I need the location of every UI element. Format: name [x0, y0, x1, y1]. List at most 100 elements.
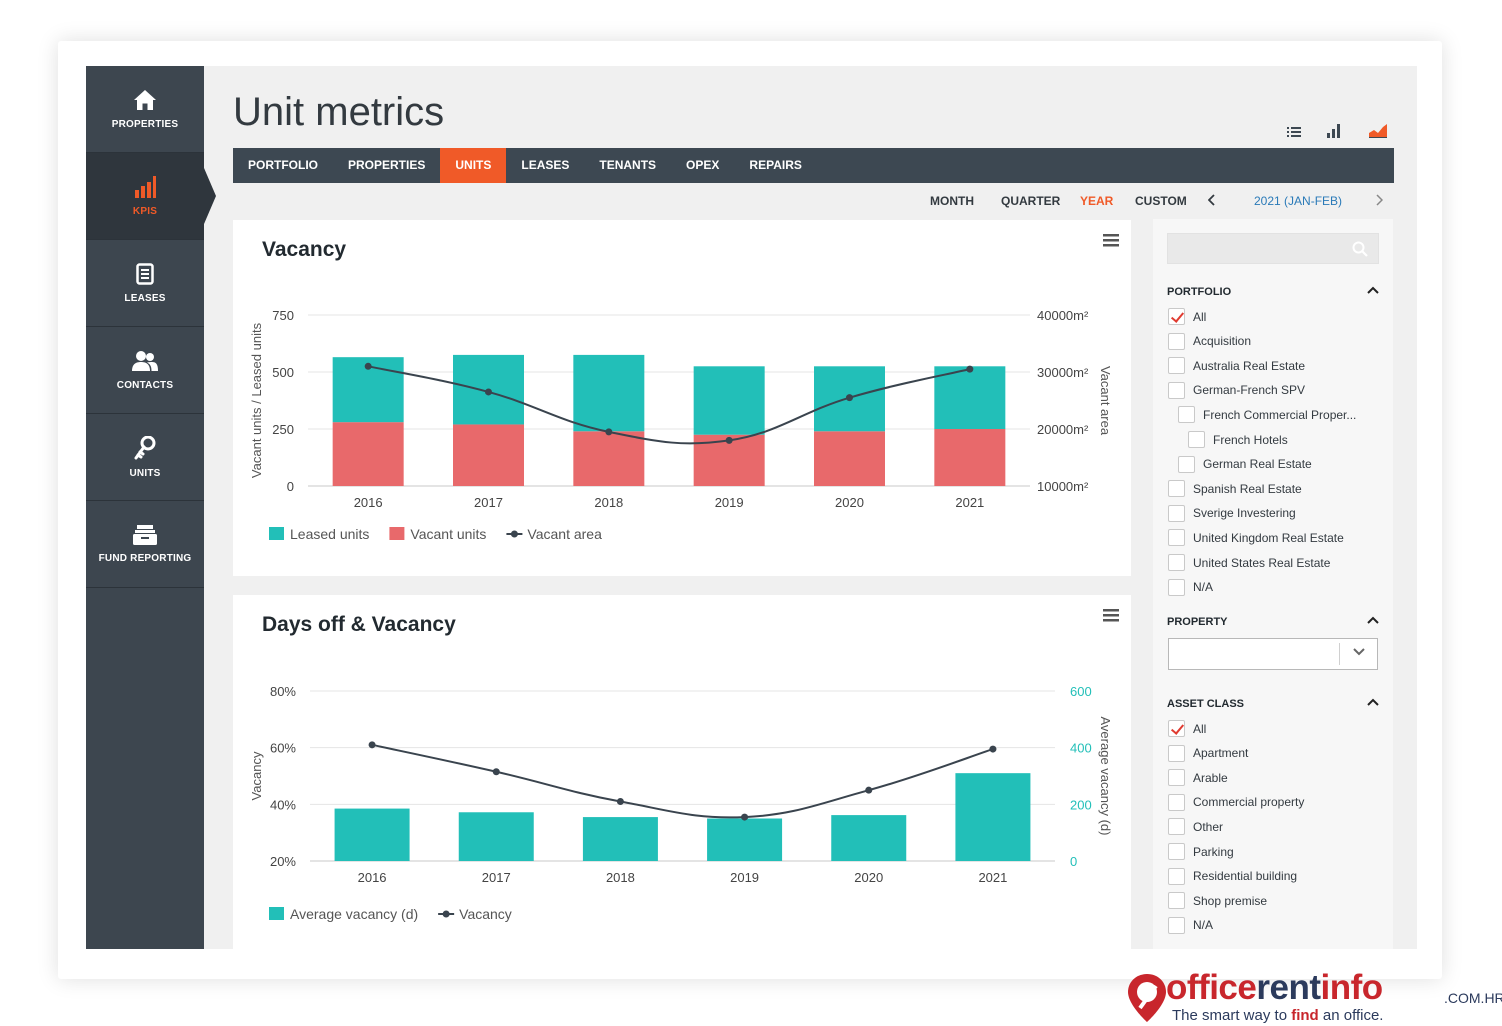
chevron-up-icon[interactable] — [1367, 286, 1379, 294]
property-select[interactable] — [1168, 638, 1378, 670]
portfolio-checkbox-row[interactable]: Spanish Real Estate — [1168, 480, 1302, 498]
checkbox-label: United States Real Estate — [1193, 555, 1331, 570]
portfolio-checkbox-row[interactable]: German-French SPV — [1168, 381, 1305, 399]
brand-tld: .COM.HR — [1444, 990, 1502, 1006]
line-point — [605, 428, 613, 436]
line-point — [966, 365, 974, 373]
tab-tenants[interactable]: TENANTS — [599, 158, 657, 172]
tab-repairs[interactable]: REPAIRS — [749, 158, 802, 172]
checkbox[interactable] — [1168, 769, 1185, 787]
checkbox[interactable] — [1178, 406, 1195, 424]
sidebar-item-units[interactable]: UNITS — [86, 414, 204, 501]
asset-class-checkbox-row[interactable]: Commercial property — [1168, 793, 1304, 811]
tab-leases[interactable]: LEASES — [521, 158, 570, 172]
period-year[interactable]: YEAR — [1080, 194, 1114, 208]
asset-class-section-header[interactable]: ASSET CLASS — [1167, 698, 1379, 710]
box-icon — [133, 524, 157, 545]
sidebar-item-properties[interactable]: PROPERTIES — [86, 66, 204, 153]
checkbox-label: All — [1193, 309, 1207, 324]
period-month[interactable]: MONTH — [930, 194, 974, 208]
checkbox[interactable] — [1168, 793, 1185, 811]
sidebar-item-fund-reporting[interactable]: FUND REPORTING — [86, 501, 204, 588]
checkbox[interactable] — [1168, 720, 1185, 737]
tab-opex[interactable]: OPEX — [686, 158, 720, 172]
checkbox[interactable] — [1168, 357, 1185, 375]
sidebar-item-label: LEASES — [124, 292, 166, 304]
tab-portfolio[interactable]: PORTFOLIO — [248, 158, 318, 172]
document-icon — [136, 262, 154, 285]
chevron-up-icon[interactable] — [1367, 616, 1379, 624]
sidebar-item-leases[interactable]: LEASES — [86, 240, 204, 327]
y-tick-label: 60% — [270, 741, 296, 756]
line-point — [846, 394, 853, 402]
period-custom[interactable]: CUSTOM — [1135, 194, 1187, 208]
list-view-icon[interactable] — [1287, 126, 1301, 138]
hamburger-menu-icon[interactable] — [1103, 234, 1119, 247]
checkbox[interactable] — [1168, 308, 1185, 325]
line-point — [485, 388, 492, 396]
checkbox[interactable] — [1168, 867, 1185, 885]
checkbox[interactable] — [1178, 455, 1195, 473]
portfolio-section-header[interactable]: PORTFOLIO — [1167, 286, 1379, 298]
portfolio-checkbox-row[interactable]: Sverige Investering — [1168, 504, 1296, 522]
x-tick-label: 2021 — [978, 870, 1007, 885]
checkbox[interactable] — [1168, 554, 1185, 571]
portfolio-checkbox-row[interactable]: All — [1168, 308, 1206, 325]
chevron-left-icon[interactable] — [1207, 194, 1216, 209]
checkbox[interactable] — [1188, 431, 1205, 448]
tab-units[interactable]: UNITS — [440, 148, 507, 183]
chevron-up-icon[interactable] — [1367, 698, 1379, 706]
bar-average-vacancy-d- — [955, 773, 1031, 861]
portfolio-checkbox-row[interactable]: United Kingdom Real Estate — [1168, 529, 1344, 547]
search-input[interactable] — [1167, 233, 1379, 264]
asset-class-checkbox-row[interactable]: Parking — [1168, 843, 1234, 860]
portfolio-checkbox-row[interactable]: Australia Real Estate — [1168, 357, 1305, 375]
sidebar-item-contacts[interactable]: CONTACTS — [86, 327, 204, 414]
asset-class-checkbox-row[interactable]: Apartment — [1168, 744, 1248, 762]
portfolio-checkbox-row[interactable]: French Hotels — [1188, 431, 1288, 448]
property-section-header[interactable]: PROPERTY — [1167, 616, 1379, 628]
y-right-tick-label: 600 — [1070, 684, 1092, 699]
asset-class-checkbox-row[interactable]: Residential building — [1168, 867, 1297, 885]
checkbox[interactable] — [1168, 381, 1185, 399]
y-tick-label: 750 — [272, 308, 294, 323]
checkbox[interactable] — [1168, 818, 1185, 836]
asset-class-checkbox-row[interactable]: N/A — [1168, 916, 1213, 934]
sidebar-item-kpis[interactable]: KPIS — [86, 153, 216, 240]
y-right-tick-label: 40000m² — [1037, 308, 1089, 323]
checkbox-label: Arable — [1193, 770, 1228, 785]
checkbox[interactable] — [1168, 480, 1185, 498]
section-title: ASSET CLASS — [1167, 698, 1245, 710]
asset-class-checkbox-row[interactable]: All — [1168, 720, 1206, 737]
bar-chart-view-icon[interactable] — [1327, 122, 1343, 138]
portfolio-checkbox-row[interactable]: N/A — [1168, 578, 1213, 596]
portfolio-checkbox-row[interactable]: French Commercial Proper... — [1178, 406, 1356, 424]
portfolio-checkbox-row[interactable]: United States Real Estate — [1168, 554, 1330, 571]
legend-label: Vacant units — [410, 526, 486, 542]
period-range[interactable]: 2021 (JAN-FEB) — [1254, 194, 1343, 208]
y-tick-label: 40% — [270, 797, 296, 812]
bar-vacant-units — [453, 424, 524, 486]
checkbox[interactable] — [1168, 892, 1185, 910]
bar-leased-units — [934, 366, 1006, 429]
portfolio-checkbox-row[interactable]: Acquisition — [1168, 332, 1251, 350]
period-quarter[interactable]: QUARTER — [1001, 194, 1061, 208]
checkbox[interactable] — [1168, 504, 1185, 522]
area-chart-view-icon[interactable] — [1369, 124, 1387, 138]
checkbox[interactable] — [1168, 843, 1185, 860]
chevron-right-icon[interactable] — [1375, 194, 1384, 209]
line-vacancy — [371, 743, 994, 819]
asset-class-checkbox-row[interactable]: Other — [1168, 818, 1223, 836]
asset-class-checkbox-row[interactable]: Shop premise — [1168, 892, 1267, 910]
checkbox[interactable] — [1168, 744, 1185, 762]
tab-properties[interactable]: PROPERTIES — [348, 158, 426, 172]
portfolio-checkbox-row[interactable]: German Real Estate — [1178, 455, 1312, 473]
checkbox[interactable] — [1168, 578, 1185, 596]
checkbox[interactable] — [1168, 332, 1185, 350]
checkbox[interactable] — [1168, 916, 1185, 934]
hamburger-menu-icon[interactable] — [1103, 609, 1119, 622]
asset-class-checkbox-row[interactable]: Arable — [1168, 769, 1228, 787]
checkbox[interactable] — [1168, 529, 1185, 547]
days-off-panel: Days off & Vacancy 20% 40% 60% 80% 0 200 400 60… — [233, 595, 1131, 949]
y-right-axis-label: Vacant area — [1098, 366, 1113, 436]
